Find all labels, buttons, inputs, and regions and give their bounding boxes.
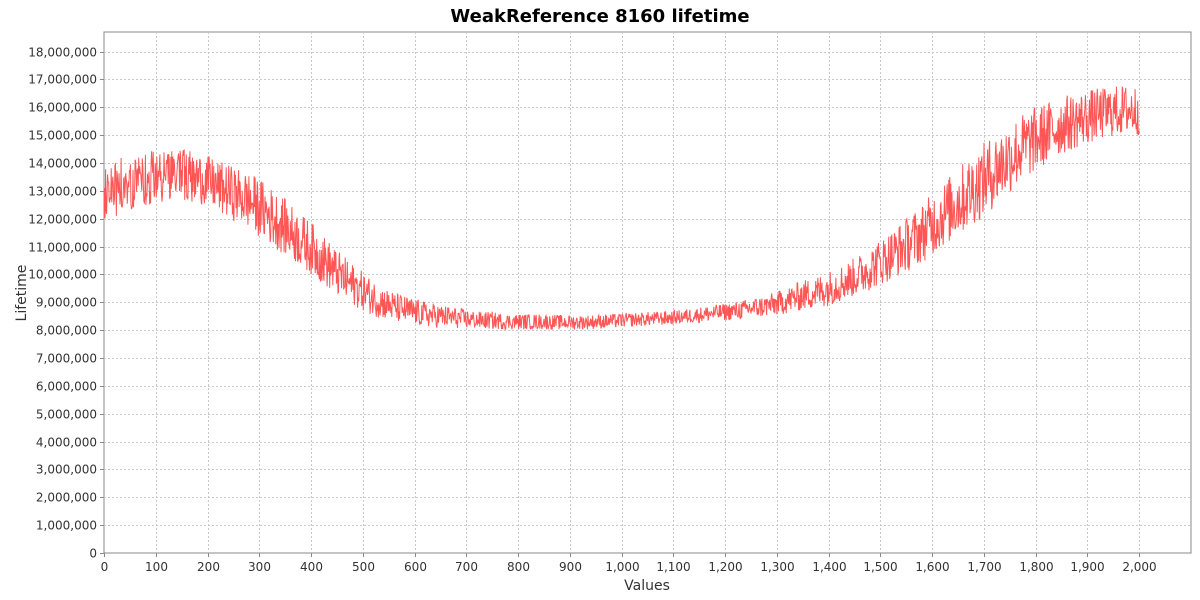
- x-tick-label: 1,400: [812, 560, 846, 574]
- y-tick-label: 17,000,000: [28, 73, 97, 87]
- x-tick-label: 1,300: [760, 560, 794, 574]
- x-tick-label: 1,200: [708, 560, 742, 574]
- x-tick-label: 400: [300, 560, 323, 574]
- x-tick-label: 1,500: [863, 560, 897, 574]
- x-tick-label: 700: [455, 560, 478, 574]
- x-tick-label: 1,900: [1070, 560, 1104, 574]
- y-tick-label: 6,000,000: [36, 380, 97, 394]
- x-tick-label: 1,000: [605, 560, 639, 574]
- y-tick-label: 4,000,000: [36, 436, 97, 450]
- y-tick-label: 13,000,000: [28, 185, 97, 199]
- y-tick-label: 16,000,000: [28, 101, 97, 115]
- y-tick-label: 9,000,000: [36, 296, 97, 310]
- y-axis: 0 1,000,000 2,000,000 3,000,000 4,000,000 5,0…: [28, 46, 104, 561]
- y-tick-label: 7,000,000: [36, 352, 97, 366]
- x-tick-label: 900: [559, 560, 582, 574]
- x-tick-label: 200: [197, 560, 220, 574]
- x-tick-label: 0: [101, 560, 109, 574]
- y-tick-label: 5,000,000: [36, 408, 97, 422]
- x-tick-label: 500: [352, 560, 375, 574]
- x-tick-label: 2,000: [1122, 560, 1156, 574]
- x-tick-label: 1,100: [656, 560, 690, 574]
- y-tick-label: 8,000,000: [36, 324, 97, 338]
- y-tick-label: 15,000,000: [28, 129, 97, 143]
- x-tick-label: 100: [145, 560, 168, 574]
- plot-area: [103, 31, 1192, 554]
- y-axis-title: Lifetime: [14, 265, 30, 322]
- series-line: [103, 85, 1140, 331]
- chart-title: WeakReference 8160 lifetime: [450, 6, 749, 27]
- x-tick-label: 300: [248, 560, 271, 574]
- x-tick-label: 1,700: [967, 560, 1001, 574]
- x-tick-label: 800: [507, 560, 530, 574]
- y-tick-label: 3,000,000: [36, 463, 97, 477]
- y-tick-label: 10,000,000: [28, 268, 97, 282]
- y-tick-label: 14,000,000: [28, 157, 97, 171]
- y-tick-label: 1,000,000: [36, 519, 97, 533]
- y-tick-label: 11,000,000: [28, 241, 97, 255]
- x-tick-label: 600: [404, 560, 427, 574]
- x-tick-label: 1,600: [915, 560, 949, 574]
- x-axis: 0 100 200 300 400 500 600 700 800 900 1,000 1,100 1,…: [101, 553, 1157, 574]
- y-tick-label: 18,000,000: [28, 46, 97, 60]
- y-tick-label: 2,000,000: [36, 491, 97, 505]
- x-tick-label: 1,800: [1019, 560, 1053, 574]
- y-tick-label: 12,000,000: [28, 213, 97, 227]
- series-layer: [103, 85, 1140, 331]
- x-axis-title: Values: [624, 578, 670, 594]
- y-tick-label: 0: [89, 547, 97, 561]
